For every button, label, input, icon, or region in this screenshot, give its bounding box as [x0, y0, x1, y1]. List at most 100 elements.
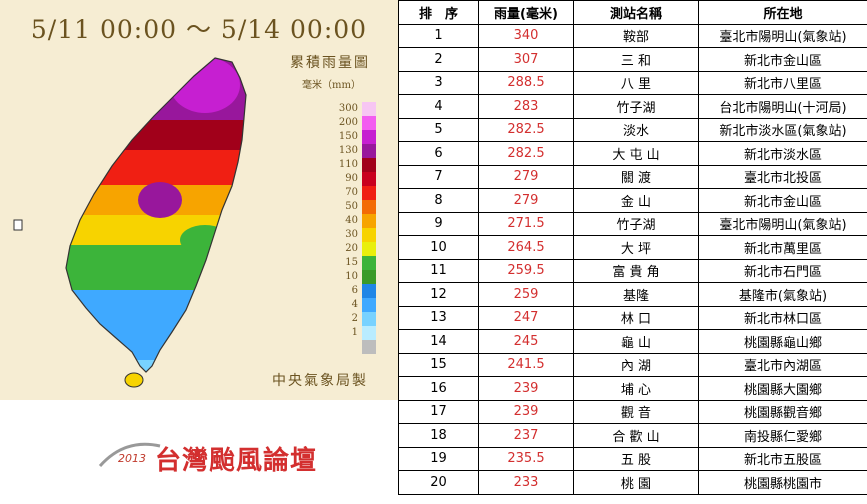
cell-station: 林 口 [573, 305, 699, 330]
cell-station: 內 湖 [573, 352, 699, 377]
logo-year: 2013 [118, 452, 146, 465]
legend-swatch [362, 214, 376, 228]
legend-item: 130 [332, 144, 392, 158]
cell-location: 新北市淡水區 [698, 141, 867, 166]
cell-location: 桃園縣大園鄉 [698, 376, 867, 401]
cell-station: 富 貴 角 [573, 258, 699, 283]
map-zone-magenta [170, 58, 240, 113]
cell-station: 埔 心 [573, 376, 699, 401]
table-row: 19 235.5 五 股新北市五股區 [398, 446, 867, 471]
cell-location: 臺北市陽明山(氣象站) [698, 23, 867, 48]
cell-value: 264.5 [478, 235, 574, 260]
rainfall-ranking-table: 排 序 雨量(毫米) 測站名稱 所在地 1 340 鞍部 臺北市陽明山(氣象站) 2 30… [398, 0, 867, 495]
table-row: 12 259 基隆 基隆市(氣象站) [398, 282, 867, 307]
table-row: 5 282.5 淡水 新北市淡水區(氣象站) [398, 117, 867, 142]
cell-location: 新北市石門區 [698, 258, 867, 283]
legend-swatch [362, 130, 376, 144]
legend-swatch [362, 158, 376, 172]
legend-label: 130 [338, 145, 358, 156]
legend-swatch [362, 172, 376, 186]
cell-station: 大 屯 山 [573, 141, 699, 166]
logo-text: 台灣颱風論壇 [155, 446, 318, 476]
map-zone-purple-central [138, 182, 182, 218]
cell-rank: 10 [398, 235, 479, 260]
legend-label: 20 [345, 243, 358, 254]
map-zone-green [66, 245, 246, 290]
cell-station: 淡水 [573, 117, 699, 142]
cell-value: 271.5 [478, 211, 574, 236]
cell-rank: 9 [398, 211, 479, 236]
table-row: 9 271.5 竹子湖 臺北市陽明山(氣象站) [398, 211, 867, 236]
cell-rank: 4 [398, 94, 479, 119]
cell-value: 282.5 [478, 117, 574, 142]
legend-swatch [362, 340, 376, 354]
cell-rank: 18 [398, 423, 479, 448]
legend-label: 50 [345, 201, 358, 212]
legend-item: 150 [332, 130, 392, 144]
legend-label: 90 [345, 173, 358, 184]
date-range-title: 5/11 00:00 ～ 5/14 00:00 [30, 15, 368, 44]
map-title: 累積雨量圖 [290, 55, 370, 71]
cell-value: 279 [478, 188, 574, 213]
cell-station: 金 山 [573, 188, 699, 213]
legend-swatch [362, 228, 376, 242]
legend-item: 15 [332, 256, 392, 270]
header-value: 雨量(毫米) [478, 0, 574, 25]
cell-location: 新北市金山區 [698, 188, 867, 213]
legend-swatch [362, 102, 376, 116]
legend-label: 6 [351, 285, 358, 296]
cell-value: 233 [478, 470, 574, 495]
table-row: 16 239 埔 心桃園縣大園鄉 [398, 376, 867, 401]
legend-label: 30 [345, 229, 358, 240]
cell-rank: 8 [398, 188, 479, 213]
taiwan-outline [65, 57, 247, 373]
cell-value: 241.5 [478, 352, 574, 377]
cell-value: 259 [478, 282, 574, 307]
cell-rank: 12 [398, 282, 479, 307]
map-zone-dark-red [66, 120, 246, 150]
legend-swatch [362, 116, 376, 130]
cell-rank: 6 [398, 141, 479, 166]
cell-value: 279 [478, 164, 574, 189]
cell-value: 340 [478, 23, 574, 48]
legend: 300 200 150 130 110 90 70 50 40 30 20 15 10 6 4 2 1 [332, 102, 392, 354]
cell-station: 竹子湖 [573, 94, 699, 119]
legend-label: 10 [345, 271, 358, 282]
cell-location: 台北市陽明山(十河局) [698, 94, 867, 119]
legend-label: 40 [345, 215, 358, 226]
legend-label: 2 [351, 313, 358, 324]
header-location: 所在地 [698, 0, 867, 25]
cell-value: 288.5 [478, 70, 574, 95]
cell-station: 竹子湖 [573, 211, 699, 236]
cell-station: 基隆 [573, 282, 699, 307]
legend-swatch [362, 326, 376, 340]
cell-location: 新北市萬里區 [698, 235, 867, 260]
cell-value: 282.5 [478, 141, 574, 166]
table-row: 18 237 合 歡 山南投縣仁愛鄉 [398, 423, 867, 448]
legend-item: 40 [332, 214, 392, 228]
orchid-island [124, 372, 144, 388]
taiwan-rainfall-map [13, 57, 247, 388]
legend-swatch [362, 312, 376, 326]
legend-label: 200 [338, 117, 358, 128]
legend-item: 6 [332, 284, 392, 298]
legend-item: 50 [332, 200, 392, 214]
forum-logo: 2013 台灣颱風論壇 [0, 400, 398, 504]
cell-value: 307 [478, 47, 574, 72]
legend-swatch [362, 200, 376, 214]
legend-label: 300 [338, 103, 358, 114]
table-row: 2 307 三 和新北市金山區 [398, 47, 867, 72]
cell-location: 臺北市陽明山(氣象站) [698, 211, 867, 236]
legend-item: 30 [332, 228, 392, 242]
cell-station: 鞍部 [573, 23, 699, 48]
map-zone-blue [66, 290, 246, 360]
unit-label: 毫米（mm） [302, 80, 361, 91]
cell-rank: 2 [398, 47, 479, 72]
legend-swatch [362, 284, 376, 298]
header-station: 測站名稱 [573, 0, 699, 25]
cell-station: 關 渡 [573, 164, 699, 189]
penghu-islands [13, 219, 23, 231]
legend-item: 70 [332, 186, 392, 200]
legend-swatch [362, 186, 376, 200]
cell-value: 283 [478, 94, 574, 119]
